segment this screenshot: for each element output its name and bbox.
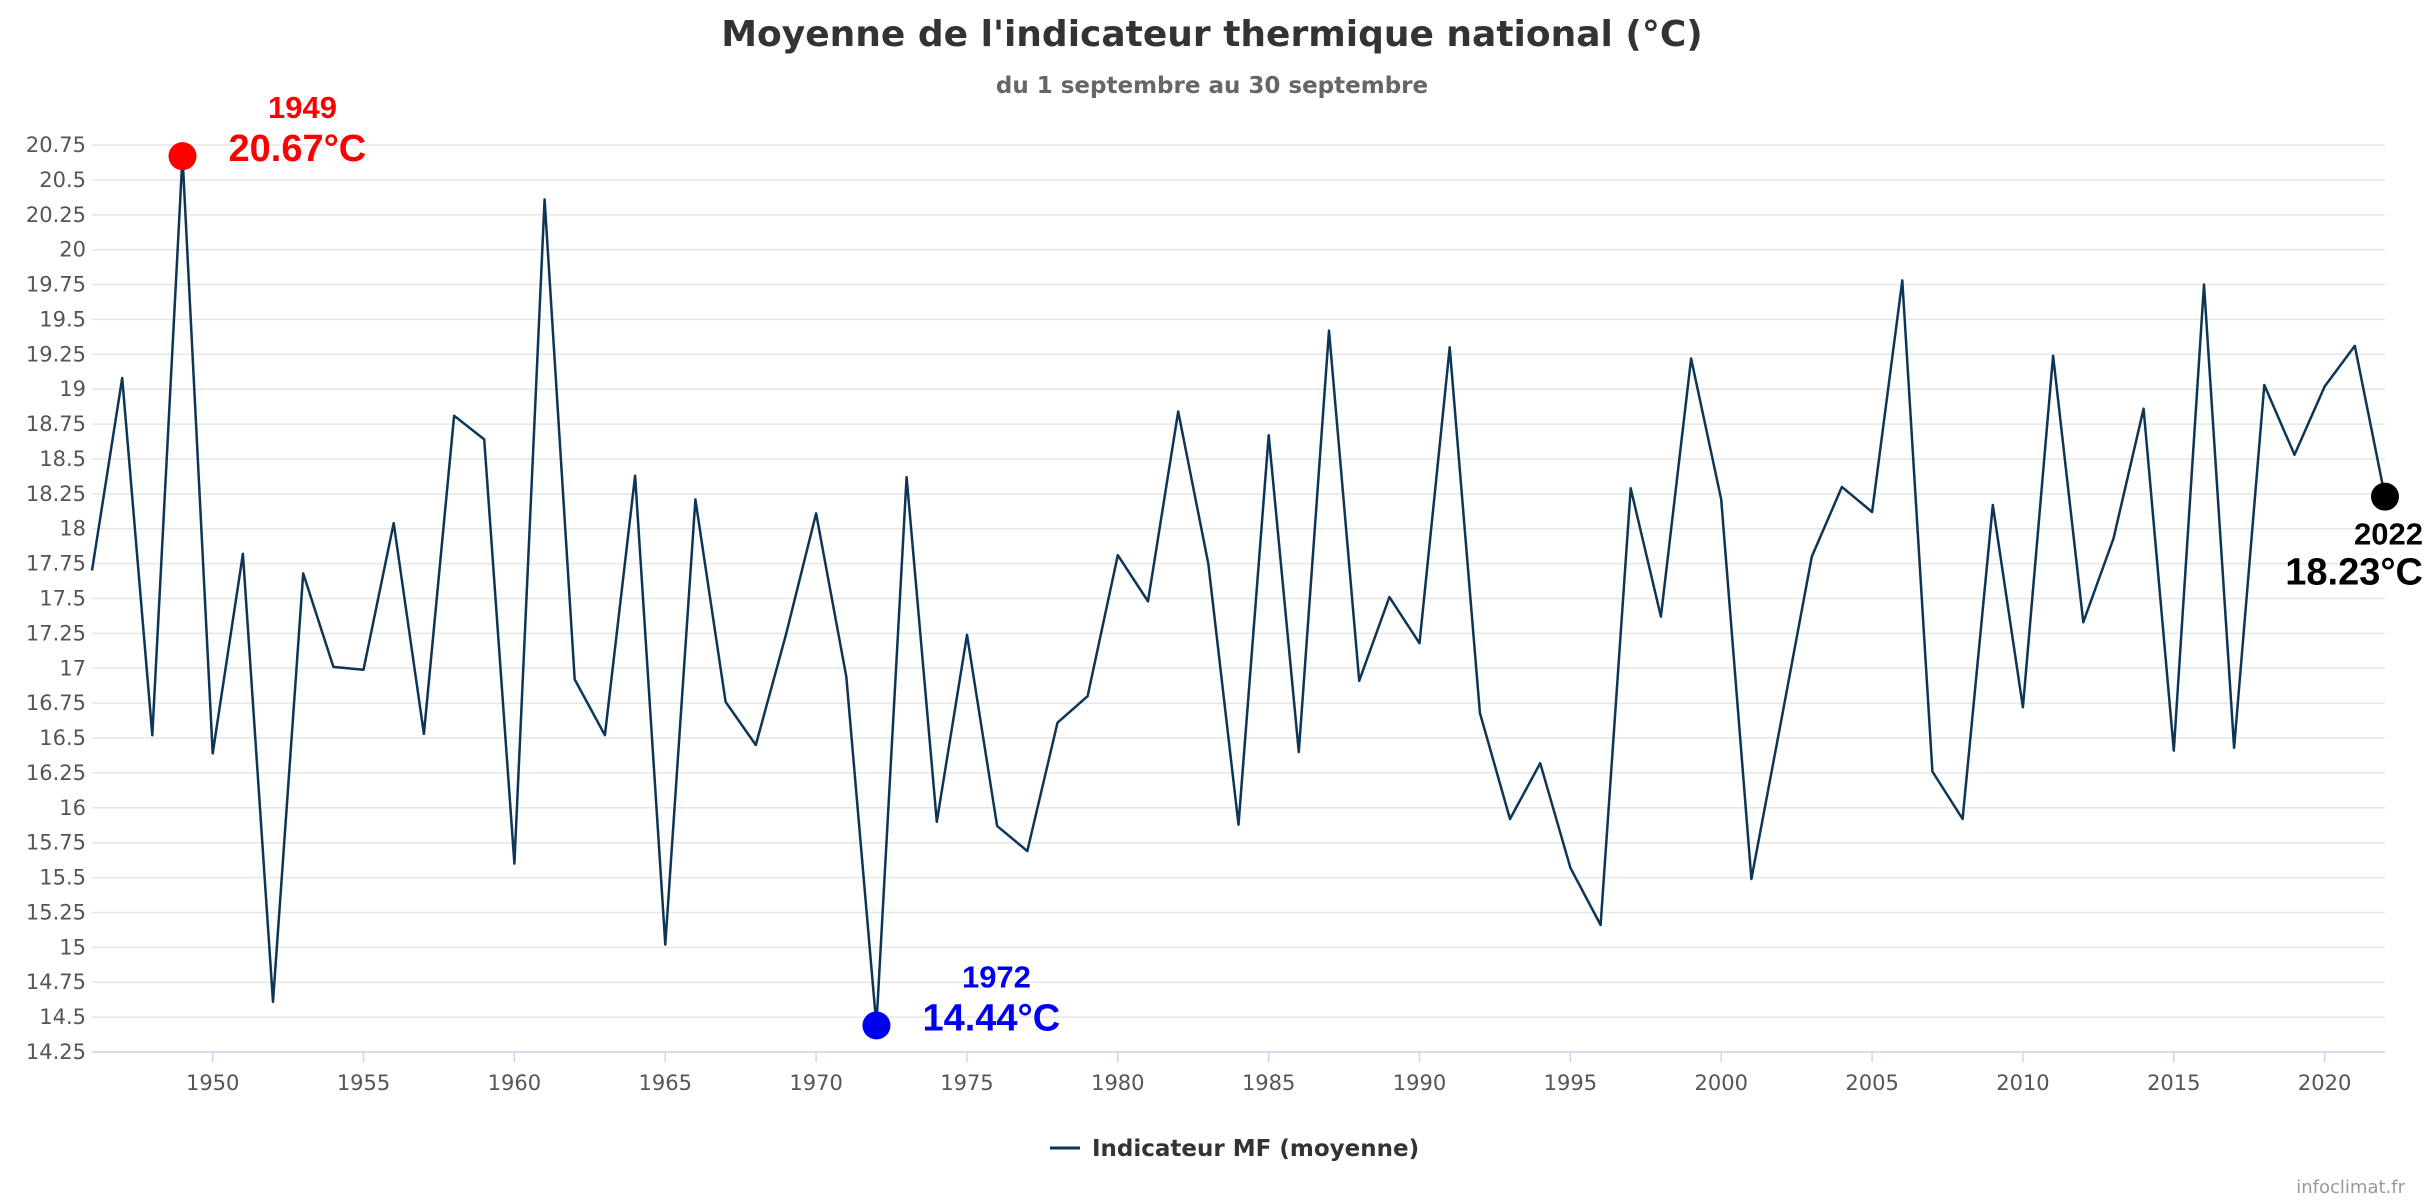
x-tick-label: 1970 bbox=[789, 1071, 842, 1095]
y-tick-label: 15 bbox=[59, 935, 86, 959]
chart-title: Moyenne de l'indicateur thermique nation… bbox=[721, 14, 1703, 55]
x-tick-label: 1990 bbox=[1393, 1071, 1446, 1095]
y-tick-label: 15.5 bbox=[39, 866, 86, 890]
x-axis: 1950 1955 1960 1965 1970 1975 1980 1985 1990 1995… bbox=[186, 1052, 2351, 1095]
annotation-marker[interactable] bbox=[168, 142, 197, 171]
y-tick-label: 15.25 bbox=[26, 900, 86, 924]
y-tick-label: 14.5 bbox=[39, 1005, 86, 1029]
x-tick-label: 1950 bbox=[186, 1071, 239, 1095]
y-tick-label: 18 bbox=[59, 517, 86, 541]
x-tick-label: 2015 bbox=[2147, 1071, 2200, 1095]
annotation-value: 20.67°C bbox=[229, 128, 367, 170]
y-tick-label: 20.25 bbox=[26, 203, 86, 227]
y-tick-label: 16.75 bbox=[26, 691, 86, 715]
chart-subtitle: du 1 septembre au 30 septembre bbox=[996, 73, 1428, 99]
y-tick-label: 20 bbox=[59, 238, 86, 262]
y-tick-label: 14.75 bbox=[26, 970, 86, 994]
x-tick-label: 1960 bbox=[488, 1071, 541, 1095]
annotation-year: 2022 bbox=[2354, 517, 2423, 552]
x-tick-label: 1995 bbox=[1544, 1071, 1597, 1095]
annotation-value: 18.23°C bbox=[2285, 552, 2423, 594]
annotation-value: 14.44°C bbox=[922, 997, 1060, 1039]
y-tick-label: 19 bbox=[59, 377, 86, 401]
series-layer bbox=[90, 154, 2387, 1027]
x-tick-label: 1985 bbox=[1242, 1071, 1295, 1095]
y-tick-label: 18.25 bbox=[26, 482, 86, 506]
annotation-year: 1949 bbox=[268, 90, 337, 125]
y-tick-label: 16.25 bbox=[26, 761, 86, 785]
x-tick-label: 1955 bbox=[337, 1071, 390, 1095]
x-tick-label: 1975 bbox=[940, 1071, 993, 1095]
annotation-year: 1972 bbox=[962, 959, 1031, 994]
legend[interactable]: Indicateur MF (moyenne) bbox=[1050, 1136, 1419, 1162]
x-tick-label: 2005 bbox=[1845, 1071, 1898, 1095]
annotation-marker[interactable] bbox=[2371, 482, 2399, 511]
x-tick-label: 1965 bbox=[639, 1071, 692, 1095]
y-tick-label: 17.5 bbox=[39, 587, 86, 611]
y-tick-label: 19.5 bbox=[39, 307, 86, 331]
credit-text: infoclimat.fr bbox=[2296, 1177, 2405, 1198]
x-tick-label: 2010 bbox=[1996, 1071, 2049, 1095]
series-line[interactable] bbox=[90, 154, 2387, 1027]
y-tick-label: 17.25 bbox=[26, 621, 86, 645]
y-tick-label: 18.5 bbox=[39, 447, 86, 471]
y-tick-label: 19.75 bbox=[26, 273, 86, 297]
x-tick-label: 2000 bbox=[1695, 1071, 1748, 1095]
y-tick-label: 18.75 bbox=[26, 412, 86, 436]
y-tick-label: 19.25 bbox=[26, 342, 86, 366]
y-tick-label: 17 bbox=[59, 656, 86, 680]
x-tick-label: 1980 bbox=[1091, 1071, 1144, 1095]
x-tick-label: 2020 bbox=[2298, 1071, 2351, 1095]
y-axis: 14.25 14.5 14.75 15 15.25 15.5 15.75 16 16.25 16.… bbox=[26, 133, 86, 1064]
y-tick-label: 16.5 bbox=[39, 726, 86, 750]
annotation-marker[interactable] bbox=[862, 1011, 891, 1040]
y-tick-label: 14.25 bbox=[26, 1040, 86, 1064]
y-tick-label: 20.75 bbox=[26, 133, 86, 157]
grid-lines bbox=[92, 144, 2385, 1053]
y-tick-label: 16 bbox=[59, 796, 86, 820]
legend-item[interactable]: Indicateur MF (moyenne) bbox=[1092, 1136, 1419, 1162]
y-tick-label: 15.75 bbox=[26, 831, 86, 855]
y-tick-label: 20.5 bbox=[39, 168, 86, 192]
y-tick-label: 17.75 bbox=[26, 552, 86, 576]
